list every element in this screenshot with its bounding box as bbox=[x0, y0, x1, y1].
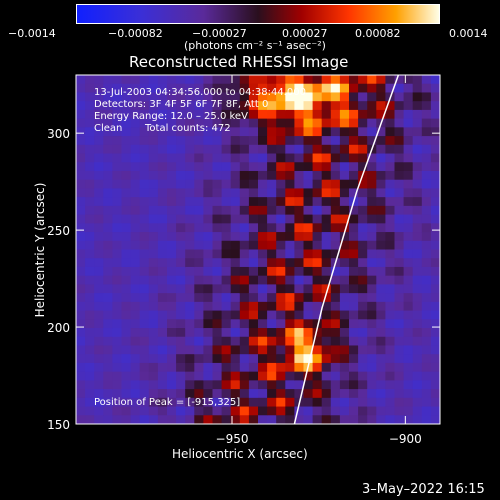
colorbar-tick-5: 0.00082 bbox=[355, 27, 401, 40]
x-axis-label: Heliocentric X (arcsec) bbox=[172, 447, 308, 461]
y-axis-label: Heliocentric Y (arcsec) bbox=[33, 182, 47, 318]
y-tick-label: 150 bbox=[47, 418, 70, 432]
colorbar-tick-4: 0.00027 bbox=[282, 27, 328, 40]
colorbar-tick-3: −0.00027 bbox=[192, 27, 247, 40]
y-tick-label: 200 bbox=[47, 321, 70, 335]
y-tick-label: 250 bbox=[47, 224, 70, 238]
colorbar-unit-label: (photons cm⁻² s⁻¹ asec⁻²) bbox=[184, 39, 326, 52]
footer-timestamp: 3–May–2022 16:15 bbox=[362, 482, 485, 497]
chart-title: Reconstructed RHESSI Image bbox=[129, 53, 349, 71]
colorbar bbox=[76, 4, 440, 24]
y-tick-label: 300 bbox=[47, 127, 70, 141]
x-tick-label: −900 bbox=[389, 432, 422, 446]
heatmap-image bbox=[76, 75, 440, 424]
annotation-peak-position: Position of Peak = [-915,325] bbox=[94, 397, 241, 408]
annotation-method: Clean bbox=[94, 123, 123, 134]
annotation-energy-range: Energy Range: 12.0 – 25.0 keV bbox=[94, 111, 248, 122]
colorbar-gradient bbox=[76, 4, 440, 24]
colorbar-tick-1: −0.0014 bbox=[8, 27, 56, 40]
annotation-time-range: 13-Jul-2003 04:34:56.000 to 04:38:44.000 bbox=[94, 87, 306, 98]
plot-frame bbox=[75, 74, 441, 425]
colorbar-tick-2: −0.00082 bbox=[108, 27, 163, 40]
annotation-detectors: Detectors: 3F 4F 5F 6F 7F 8F, Att 0 bbox=[94, 99, 269, 110]
colorbar-tick-6: 0.0014 bbox=[449, 27, 488, 40]
annotation-total-counts: Total counts: 472 bbox=[145, 123, 231, 134]
x-tick-label: −950 bbox=[216, 432, 249, 446]
solar-limb-line bbox=[293, 75, 400, 424]
